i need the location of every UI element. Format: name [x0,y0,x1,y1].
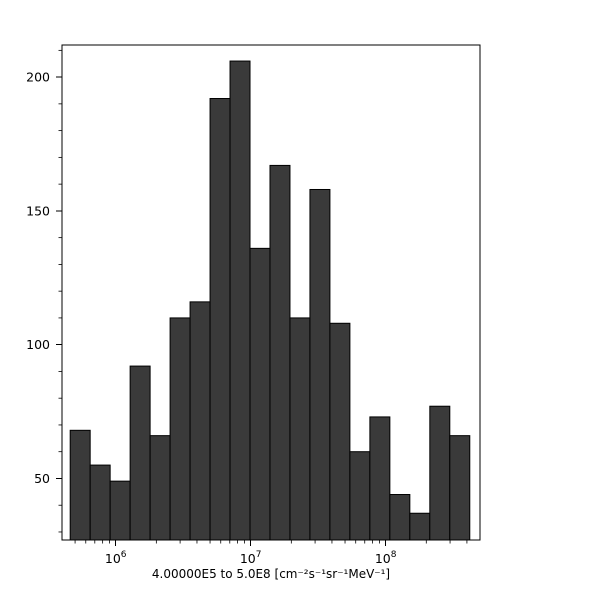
x-tick-label: 106 [105,550,127,566]
plot-frame [61,44,481,541]
histogram-bar [129,365,151,541]
histogram-bar [89,464,111,541]
histogram-bar [149,435,171,541]
histogram-bar [349,451,371,541]
histogram-bar [369,416,391,541]
histogram-bar [109,480,131,541]
histogram-bar [309,188,331,541]
y-tick-label: 100 [26,337,50,352]
y-tick-label: 50 [34,471,50,486]
histogram-bar [269,164,291,541]
histogram-bar [449,435,471,541]
histogram-bar [289,317,311,541]
histogram-bar [209,98,231,541]
bars-layer [69,60,471,541]
histogram-bar [429,405,451,541]
y-tick-label: 200 [26,70,50,85]
y-tick-label: 150 [26,203,50,218]
histogram-bar [189,301,211,541]
histogram-bar [229,60,251,541]
x-tick-label: 107 [240,550,262,566]
x-tick-label: 108 [375,550,397,566]
axes-layer: 106 107 108 50 100 150 200 [26,44,481,566]
histogram-bar [249,247,271,541]
histogram-bar [329,322,351,541]
x-axis-label: 4.00000E5 to 5.0E8 [cm⁻²s⁻¹sr⁻¹MeV⁻¹] [152,567,390,581]
histogram-bar [409,512,431,541]
histogram-bar [69,429,91,541]
histogram-bar [169,317,191,541]
histogram-bar [389,494,411,541]
